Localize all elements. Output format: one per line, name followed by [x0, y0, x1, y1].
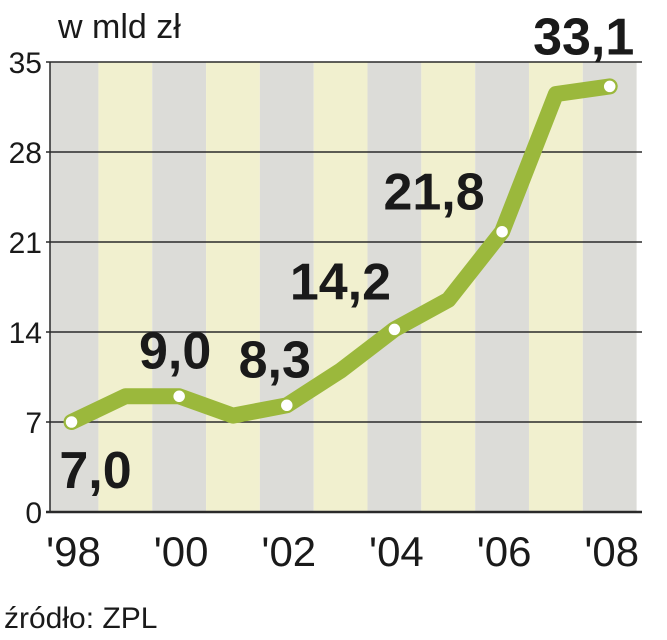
data-label: 33,1	[533, 8, 634, 66]
background-stripe	[50, 62, 99, 512]
background-stripe	[313, 62, 368, 512]
background-stripe	[206, 62, 260, 512]
data-point-marker	[387, 322, 402, 337]
gridlines	[46, 61, 642, 514]
data-point-marker	[64, 414, 79, 430]
y-tick-label: 21	[9, 227, 42, 260]
x-tick-label: '00	[154, 528, 209, 575]
y-tick-label: 14	[9, 317, 42, 350]
x-tick-label: '04	[369, 528, 424, 575]
background-stripe	[98, 62, 153, 512]
data-labels: 7,0 9,0 8,3 14,2 21,8 33,1	[59, 8, 634, 500]
x-tick-label: '08	[584, 528, 639, 575]
series-line	[63, 78, 618, 430]
x-tick-label: '06	[477, 528, 532, 575]
x-tick-labels: '98 '00 '02 '04 '06 '08	[46, 528, 639, 575]
data-label: 14,2	[290, 253, 391, 311]
background-stripe	[475, 62, 529, 512]
background-stripe	[367, 62, 422, 512]
y-tick-label: 35	[9, 47, 42, 80]
data-point-marker	[279, 398, 295, 413]
background-stripe	[582, 62, 637, 512]
x-tick-label: '02	[261, 528, 316, 575]
background-stripe	[259, 62, 314, 512]
series-line-path	[63, 78, 618, 430]
data-markers	[64, 79, 617, 430]
y-tick-label: 28	[9, 137, 42, 170]
y-tick-label: 0	[25, 497, 42, 530]
x-tick-label: '98	[46, 528, 101, 575]
data-point-marker	[171, 389, 187, 404]
data-label: 7,0	[59, 442, 131, 500]
source-note: źródło: ZPL	[4, 602, 157, 635]
y-tick-label: 7	[25, 407, 42, 440]
background-stripe	[152, 62, 207, 512]
data-point-marker	[494, 224, 510, 239]
data-label: 21,8	[383, 164, 484, 222]
data-point-marker	[602, 79, 617, 94]
background-stripes	[50, 62, 637, 512]
data-label: 8,3	[239, 331, 311, 389]
y-tick-labels: 0 7 14 21 28 35	[9, 47, 42, 530]
unit-label: w mld zł	[57, 8, 181, 46]
data-label: 9,0	[139, 322, 211, 380]
